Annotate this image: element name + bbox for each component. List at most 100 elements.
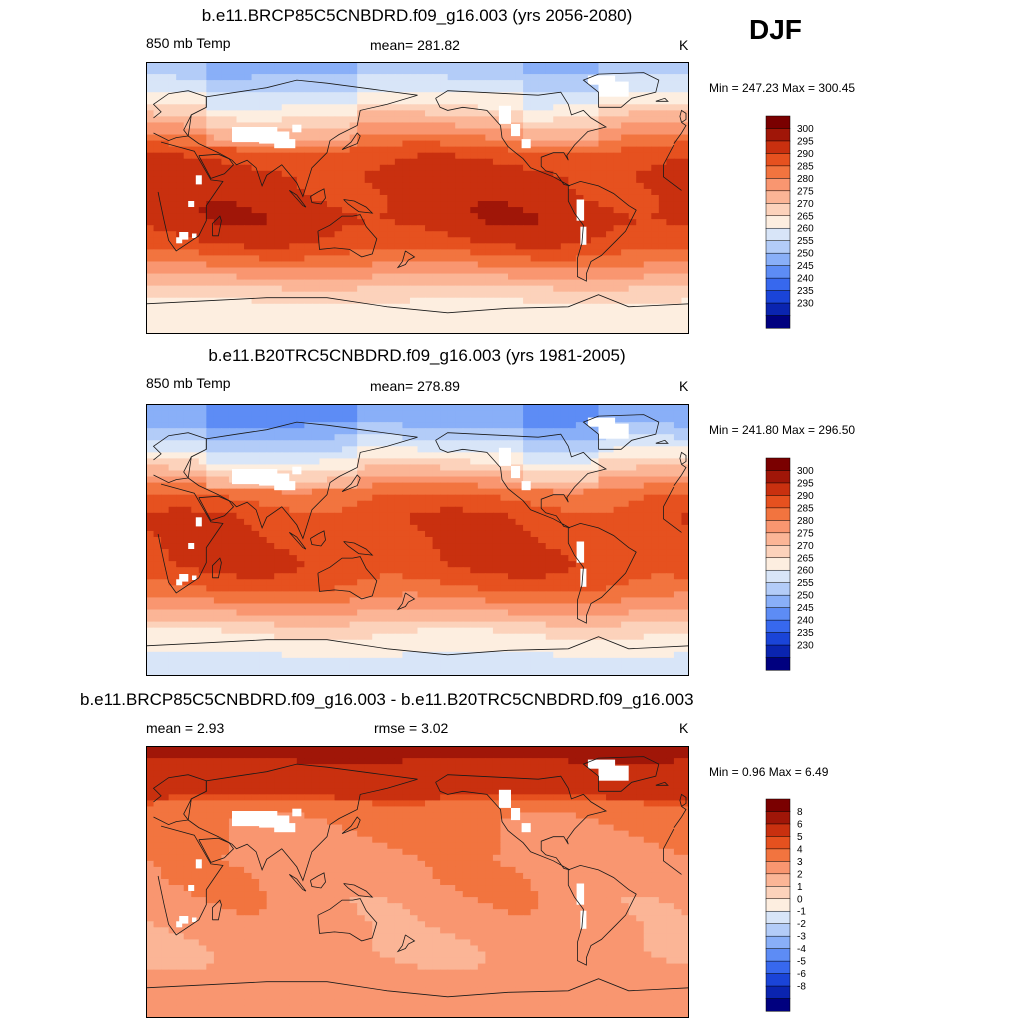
field-cell bbox=[432, 104, 441, 111]
field-cell bbox=[402, 464, 411, 472]
field-cell bbox=[462, 440, 471, 447]
field-cell bbox=[327, 74, 336, 81]
field-cell bbox=[598, 476, 607, 484]
field-cell bbox=[651, 518, 660, 526]
field-cell bbox=[251, 164, 260, 172]
field-cell bbox=[462, 231, 471, 238]
field-cell bbox=[161, 297, 170, 305]
field-cell bbox=[357, 524, 366, 532]
field-cell bbox=[251, 68, 260, 75]
field-cell bbox=[146, 194, 155, 202]
field-cell bbox=[628, 68, 637, 75]
field-cell bbox=[334, 80, 343, 87]
field-cell bbox=[259, 506, 268, 514]
field-cell bbox=[432, 327, 441, 334]
field-cell bbox=[613, 231, 622, 238]
field-cell bbox=[613, 219, 622, 226]
field-cell bbox=[492, 255, 502, 263]
field-cell bbox=[530, 315, 539, 323]
field-cell bbox=[251, 291, 260, 299]
field-cell bbox=[183, 68, 192, 75]
field-cell bbox=[228, 518, 238, 526]
field-cell bbox=[342, 512, 351, 520]
field-cell bbox=[568, 164, 577, 172]
field-cell bbox=[455, 80, 464, 87]
field-cell bbox=[183, 291, 192, 299]
field-cell bbox=[161, 488, 170, 496]
field-cell bbox=[379, 470, 388, 478]
field-cell bbox=[281, 80, 290, 87]
field-cell bbox=[590, 285, 600, 293]
field-cell bbox=[342, 494, 351, 502]
field-cell bbox=[575, 122, 585, 130]
field-cell bbox=[651, 164, 660, 172]
field-cell bbox=[500, 140, 509, 148]
field-cell bbox=[266, 146, 275, 154]
field-cell bbox=[409, 476, 419, 484]
field-cell bbox=[575, 285, 585, 293]
field-cell bbox=[191, 422, 200, 429]
field-cell bbox=[666, 285, 675, 293]
field-cell bbox=[590, 110, 600, 117]
field-cell bbox=[357, 80, 366, 87]
field-cell bbox=[598, 188, 607, 196]
field-cell bbox=[191, 104, 200, 111]
field-cell bbox=[621, 122, 630, 130]
field-cell bbox=[643, 452, 652, 459]
field-cell bbox=[575, 291, 585, 299]
field-cell bbox=[553, 98, 562, 105]
field-cell bbox=[447, 255, 456, 263]
field-cell bbox=[176, 500, 185, 508]
field-cell bbox=[146, 416, 155, 423]
field-cell bbox=[236, 524, 245, 532]
field-cell bbox=[673, 291, 683, 299]
field-cell bbox=[364, 285, 373, 293]
field-cell bbox=[606, 309, 615, 317]
field-cell bbox=[304, 476, 313, 484]
field-cell bbox=[628, 255, 637, 263]
field-cell bbox=[251, 62, 260, 69]
field-cell bbox=[651, 188, 660, 196]
field-cell bbox=[364, 267, 373, 275]
field-cell bbox=[545, 237, 554, 244]
field-cell bbox=[409, 74, 419, 81]
field-cell bbox=[658, 321, 667, 329]
field-cell bbox=[191, 470, 200, 478]
field-cell bbox=[206, 291, 215, 299]
field-cell bbox=[462, 524, 471, 532]
field-cell bbox=[545, 201, 554, 208]
field-cell bbox=[417, 267, 426, 275]
field-cell bbox=[228, 207, 238, 214]
field-cell bbox=[553, 122, 562, 130]
field-cell bbox=[530, 176, 539, 184]
field-cell bbox=[228, 309, 238, 317]
field-cell bbox=[628, 86, 637, 93]
field-cell bbox=[364, 422, 373, 429]
field-cell bbox=[440, 410, 449, 417]
field-cell bbox=[327, 86, 336, 93]
field-cell bbox=[349, 68, 358, 75]
field-cell bbox=[342, 279, 351, 287]
field-cell bbox=[281, 176, 290, 184]
field-cell bbox=[409, 315, 419, 323]
field-cell bbox=[206, 140, 215, 148]
field-cell bbox=[379, 261, 388, 269]
field-cell bbox=[568, 309, 577, 317]
field-cell bbox=[575, 518, 585, 526]
field-cell bbox=[432, 152, 441, 160]
field-cell bbox=[379, 291, 388, 299]
field-cell bbox=[440, 518, 449, 526]
field-cell bbox=[673, 446, 683, 453]
field-cell bbox=[658, 237, 667, 244]
field-cell bbox=[440, 146, 449, 154]
field-cell bbox=[621, 213, 630, 220]
field-cell bbox=[440, 207, 449, 214]
field-cell bbox=[259, 170, 268, 178]
field-cell bbox=[508, 327, 517, 334]
field-cell bbox=[334, 482, 343, 490]
field-cell bbox=[681, 104, 689, 111]
field-cell bbox=[613, 68, 622, 75]
field-cell bbox=[304, 201, 313, 208]
field-cell bbox=[673, 536, 683, 544]
field-cell bbox=[349, 500, 358, 508]
